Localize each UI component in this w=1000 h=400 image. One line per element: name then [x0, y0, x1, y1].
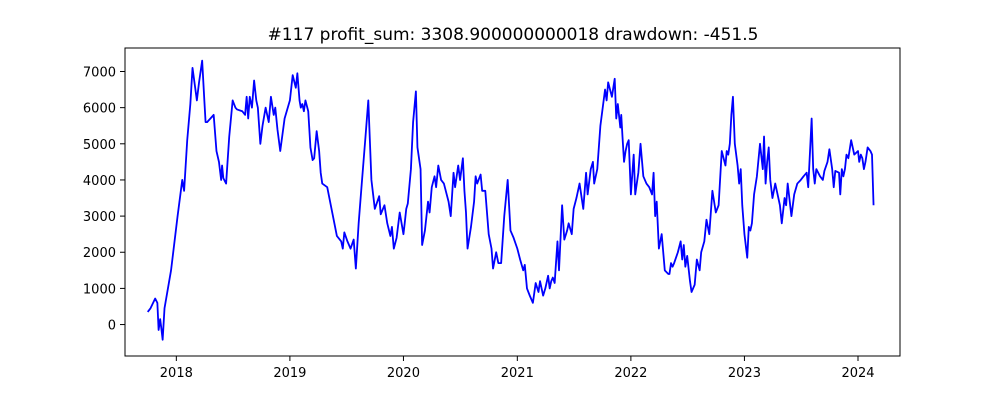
- series-line-0: [146, 59, 875, 341]
- x-tick-label: 2020: [387, 366, 420, 381]
- x-tick-label: 2021: [501, 366, 534, 381]
- y-tick-label: 6000: [83, 102, 116, 117]
- x-tick-label: 2024: [841, 366, 874, 381]
- x-tick-label: 2023: [728, 366, 761, 381]
- series-layer: [146, 59, 875, 341]
- chart-title: #117 profit_sum: 3308.900000000018 drawd…: [268, 25, 759, 45]
- x-tick-label: 2022: [614, 366, 647, 381]
- y-tick-label: 0: [108, 319, 116, 334]
- plot-frame: [124, 47, 901, 357]
- x-tick-label: 2019: [273, 366, 306, 381]
- x-tick-label: 2018: [160, 366, 193, 381]
- y-tick-label: 3000: [83, 210, 116, 225]
- y-tick-label: 4000: [83, 174, 116, 189]
- y-axis: 0 1000 2000 3000 4000 5000 6000 7000: [83, 65, 125, 334]
- x-axis: 2018 2019 2020 2021 2022 2023 2024: [160, 356, 875, 381]
- y-tick-label: 7000: [83, 65, 116, 80]
- y-tick-label: 1000: [83, 282, 116, 297]
- y-tick-label: 5000: [83, 138, 116, 153]
- y-tick-label: 2000: [83, 246, 116, 261]
